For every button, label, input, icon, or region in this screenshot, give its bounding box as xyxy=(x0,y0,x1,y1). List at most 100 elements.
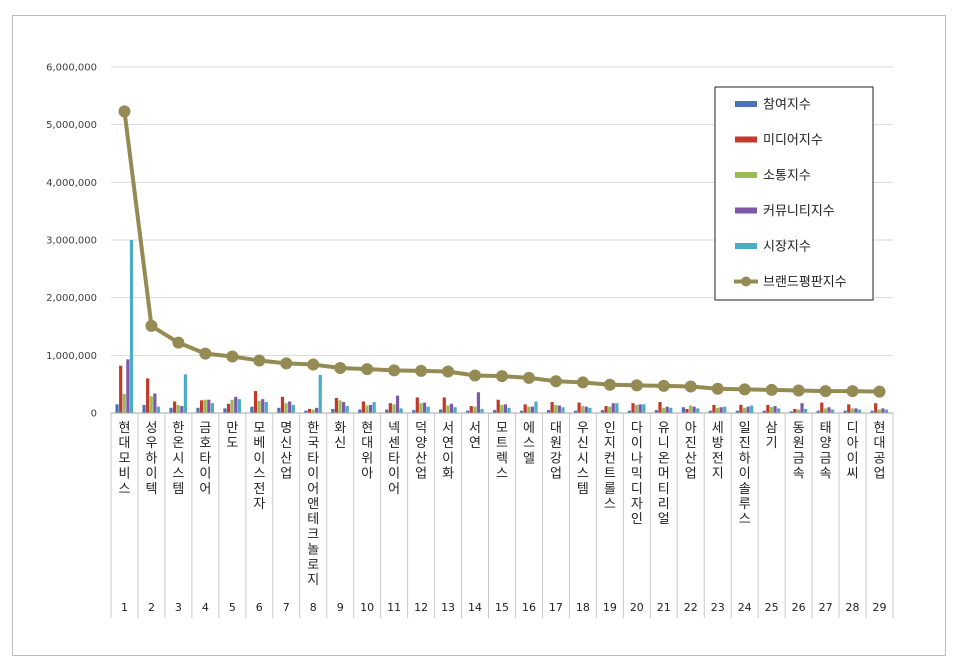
rank-label: 24 xyxy=(738,601,752,614)
y-tick-label: 0 xyxy=(91,409,97,420)
legend-swatch xyxy=(735,101,757,107)
bar-소통지수 xyxy=(635,404,639,413)
bar-미디어지수 xyxy=(280,396,285,413)
legend-box xyxy=(714,86,874,301)
bar-참여지수 xyxy=(466,410,470,413)
bar-참여지수 xyxy=(250,406,254,413)
y-tick-label: 3,000,000 xyxy=(46,236,97,247)
line-point xyxy=(415,364,428,377)
rank-label: 19 xyxy=(603,601,617,614)
rank-label: 17 xyxy=(549,601,563,614)
bar-커뮤니티지수 xyxy=(449,403,454,413)
brand-index-line xyxy=(118,105,886,398)
line-point xyxy=(522,371,535,384)
bar-참여지수 xyxy=(331,408,335,413)
bars xyxy=(115,240,889,413)
rank-label: 26 xyxy=(792,601,806,614)
rank-label: 1 xyxy=(121,601,128,614)
bar-소통지수 xyxy=(149,396,153,413)
bar-커뮤니티지수 xyxy=(557,405,561,413)
bar-시장지수 xyxy=(156,406,161,413)
line-point xyxy=(199,347,212,360)
y-tick-label: 1,000,000 xyxy=(46,351,97,362)
bar-커뮤니티지수 xyxy=(530,406,534,413)
bar-미디어지수 xyxy=(253,391,258,413)
bar-소통지수 xyxy=(392,404,396,413)
line-point xyxy=(469,369,482,382)
bar-소통지수 xyxy=(769,407,774,413)
bar-참여지수 xyxy=(573,410,578,413)
bar-커뮤니티지수 xyxy=(180,406,184,413)
bar-참여지수 xyxy=(115,404,119,413)
bar-커뮤니티지수 xyxy=(476,392,481,413)
rank-label: 3 xyxy=(175,601,182,614)
line-point xyxy=(145,319,158,332)
bar-커뮤니티지수 xyxy=(638,404,642,413)
bar-커뮤니티지수 xyxy=(773,406,777,413)
bar-시장지수 xyxy=(857,409,862,413)
line-point xyxy=(792,384,805,397)
bar-시장지수 xyxy=(291,404,295,413)
bar-미디어지수 xyxy=(523,404,527,413)
rank-label: 2 xyxy=(148,601,155,614)
axes xyxy=(110,412,894,618)
bar-미디어지수 xyxy=(577,402,581,413)
bar-미디어지수 xyxy=(442,397,446,413)
bar-참여지수 xyxy=(546,410,551,413)
legend-label: 미디어지수 xyxy=(763,133,823,148)
bar-참여지수 xyxy=(789,411,793,413)
bar-소통지수 xyxy=(688,405,693,413)
rank-label: 9 xyxy=(337,601,344,614)
y-tick-label: 4,000,000 xyxy=(46,178,97,189)
bar-소통지수 xyxy=(661,407,666,413)
bar-시장지수 xyxy=(345,406,349,413)
bar-커뮤니티지수 xyxy=(315,407,319,413)
bar-시장지수 xyxy=(183,374,188,413)
bar-미디어지수 xyxy=(631,403,635,413)
rank-label: 20 xyxy=(630,601,644,614)
bar-시장지수 xyxy=(318,374,322,413)
line-point xyxy=(765,383,778,396)
bar-커뮤니티지수 xyxy=(854,408,858,413)
bar-시장지수 xyxy=(561,407,565,413)
bar-커뮤니티지수 xyxy=(261,399,265,413)
line-point xyxy=(388,364,401,377)
bar-미디어지수 xyxy=(712,404,716,413)
rank-label: 10 xyxy=(360,601,374,614)
bar-커뮤니티지수 xyxy=(746,406,750,413)
bar-미디어지수 xyxy=(119,365,123,413)
bar-시장지수 xyxy=(399,408,403,413)
bar-참여지수 xyxy=(169,407,173,413)
line-point xyxy=(819,385,832,398)
bar-시장지수 xyxy=(480,408,484,413)
bar-커뮤니티지수 xyxy=(342,402,346,413)
rank-label: 22 xyxy=(684,601,698,614)
line-point xyxy=(711,382,724,395)
line-point xyxy=(253,354,266,367)
legend-label: 브랜드평판지수 xyxy=(763,275,847,290)
bar-소통지수 xyxy=(338,400,342,413)
line-point xyxy=(496,370,508,383)
line-point xyxy=(307,358,320,371)
line-point xyxy=(226,350,239,363)
bar-시장지수 xyxy=(804,408,808,413)
bar-커뮤니티지수 xyxy=(503,404,507,413)
bar-커뮤니티지수 xyxy=(665,406,669,413)
line-point xyxy=(873,385,886,398)
bar-미디어지수 xyxy=(658,402,662,413)
legend-swatch xyxy=(735,136,757,143)
rank-label: 15 xyxy=(495,601,509,614)
bar-시장지수 xyxy=(777,408,781,413)
bar-소통지수 xyxy=(203,399,207,413)
bar-시장지수 xyxy=(372,402,376,413)
